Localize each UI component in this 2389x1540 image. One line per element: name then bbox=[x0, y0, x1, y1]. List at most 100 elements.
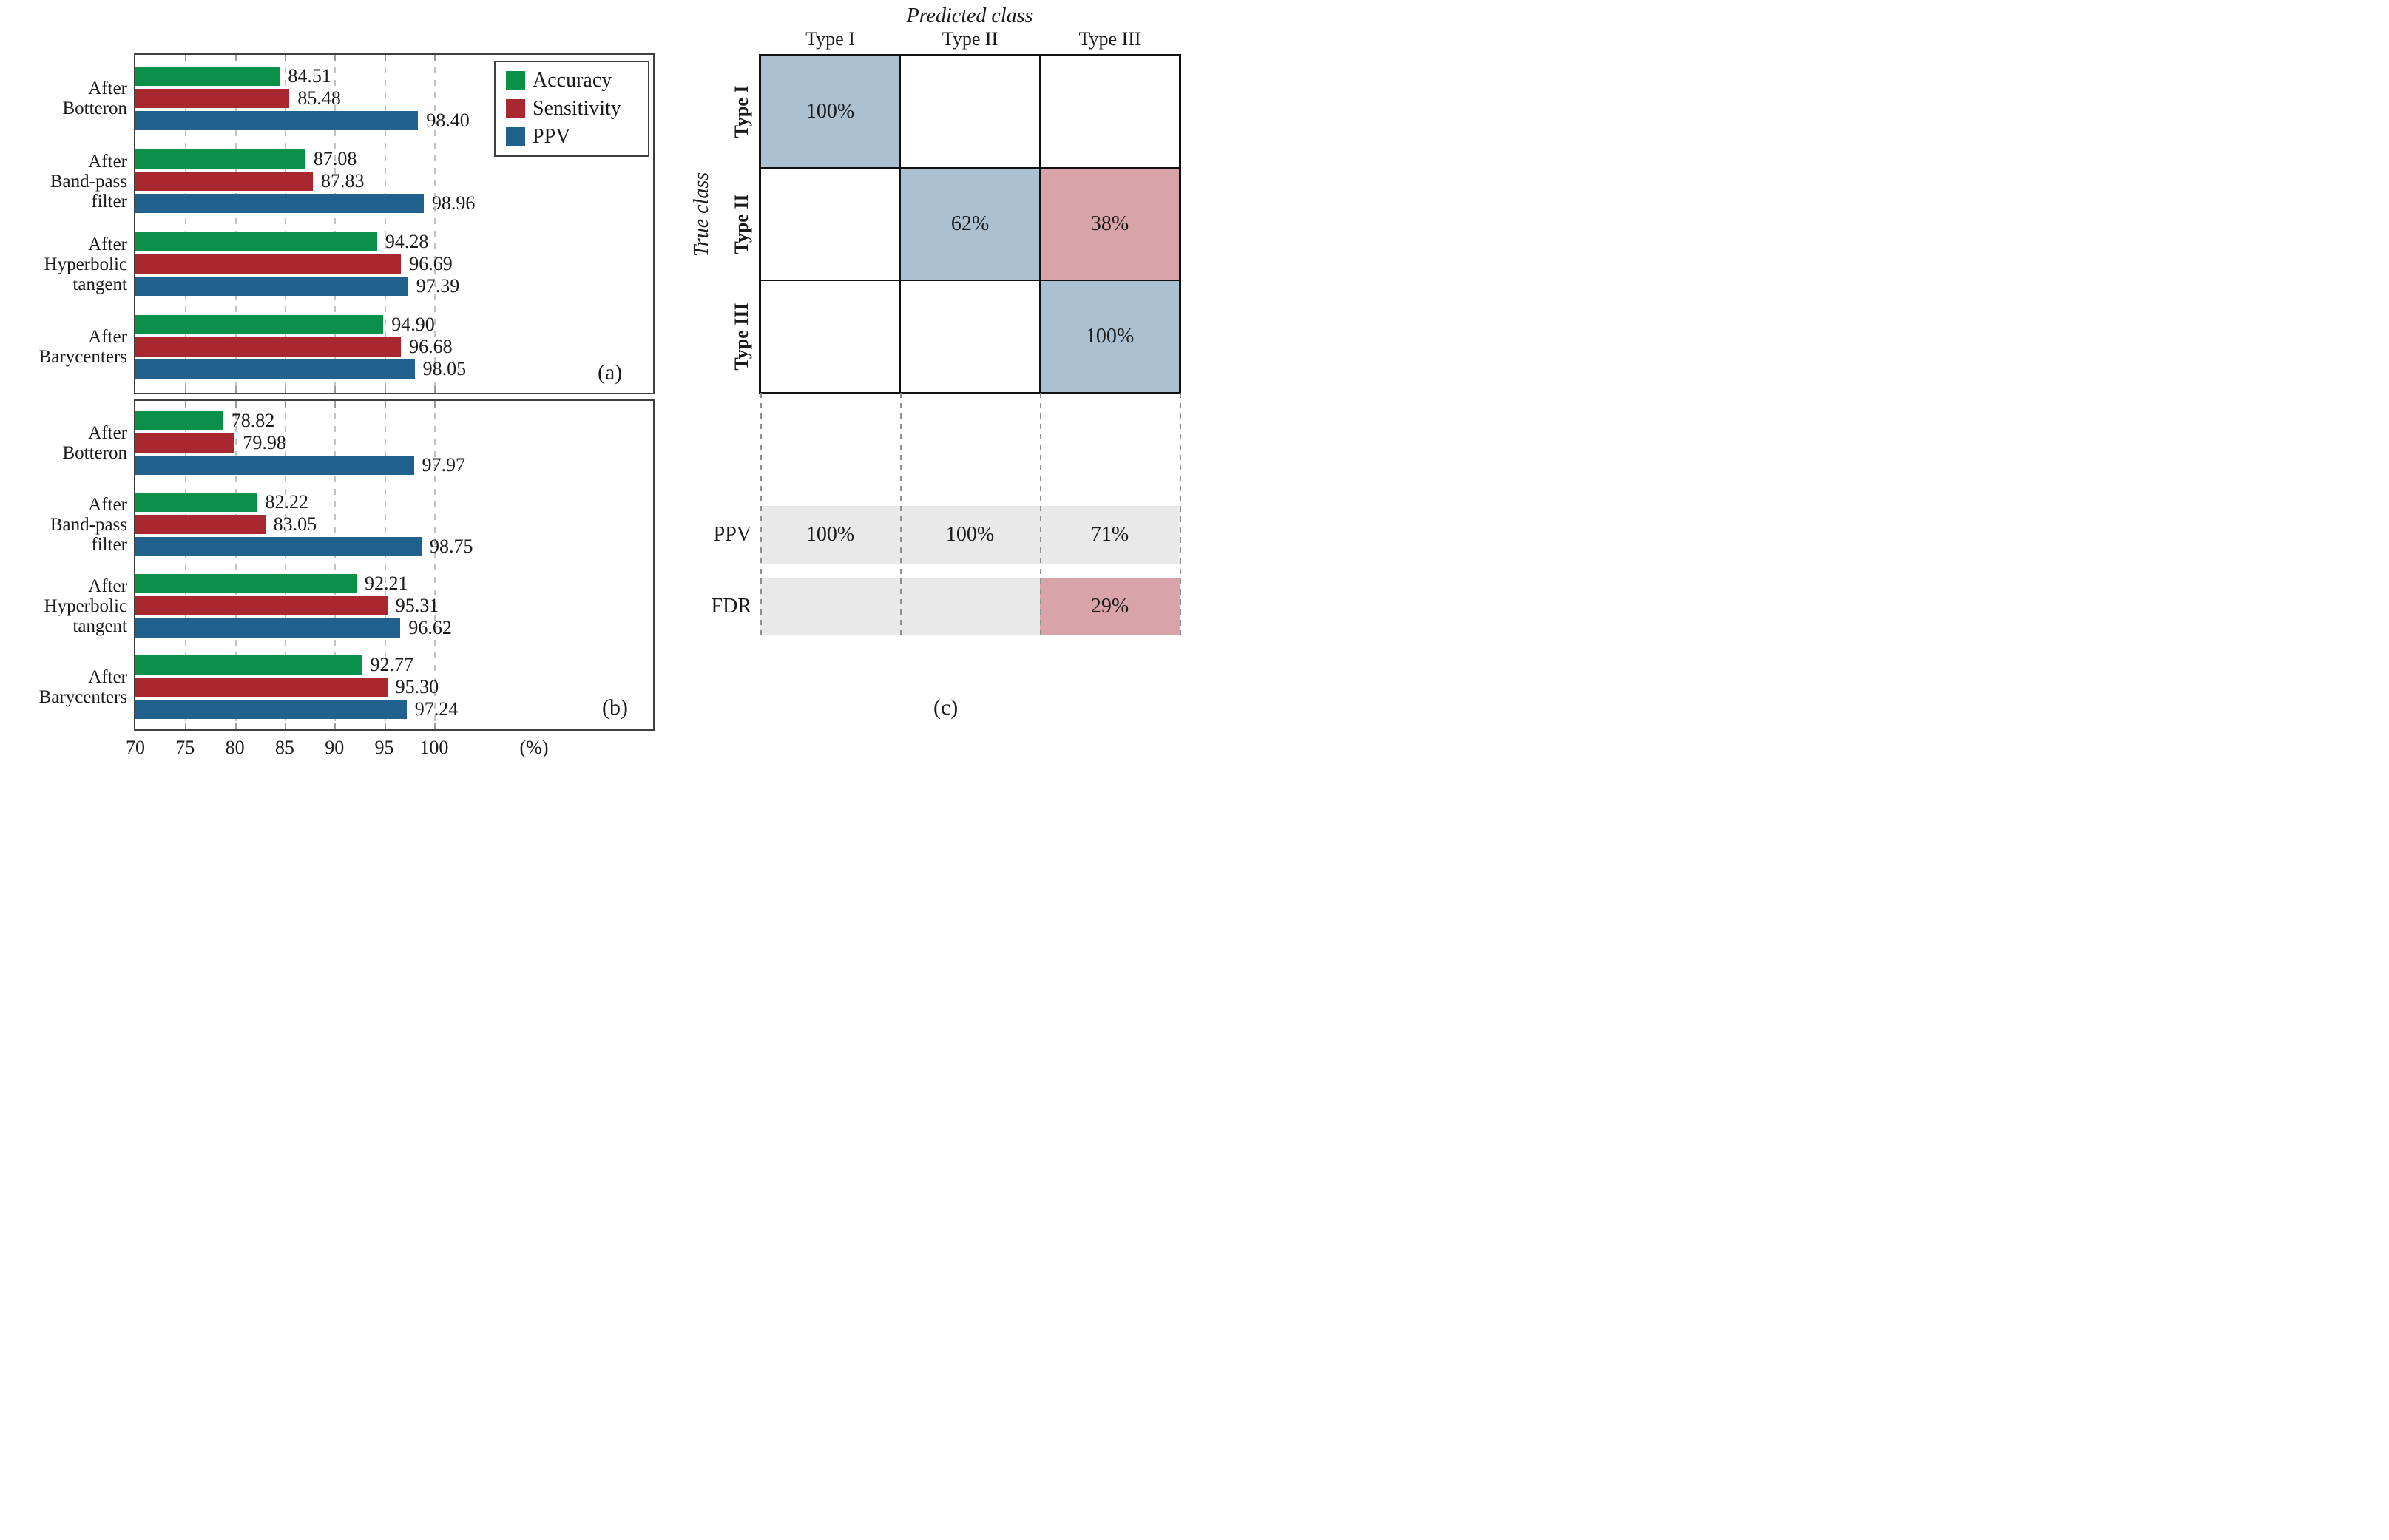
tick-bottom-75 bbox=[185, 386, 187, 393]
tick-top-75 bbox=[185, 55, 187, 61]
legend-entry-sensitivity: Sensitivity bbox=[496, 97, 648, 120]
bar-ppv bbox=[135, 537, 422, 556]
legend-label: PPV bbox=[533, 125, 571, 148]
matrix-col-header: Type III bbox=[1078, 28, 1141, 50]
ppv-value: 71% bbox=[1090, 523, 1129, 546]
matrix-dashed-guide-overlay bbox=[900, 578, 902, 635]
bar-value-label: 87.08 bbox=[313, 148, 357, 169]
bar-sensitivity bbox=[135, 172, 314, 191]
bar-sensitivity bbox=[135, 515, 266, 534]
category-label-line: After bbox=[88, 423, 127, 443]
sensitivity-swatch-icon bbox=[506, 99, 525, 118]
gridline-100 bbox=[433, 401, 436, 729]
category-label-line: After bbox=[88, 234, 127, 254]
tick-bottom-95 bbox=[384, 386, 386, 393]
category-label-line: filter bbox=[91, 534, 127, 555]
bar-value-label: 97.39 bbox=[416, 275, 460, 297]
x-tick-label: 90 bbox=[325, 737, 345, 758]
tick-top-95 bbox=[384, 401, 386, 408]
legend-label: Sensitivity bbox=[533, 97, 621, 120]
legend-entry-ppv: PPV bbox=[496, 125, 648, 148]
category-label-line: Botteron bbox=[62, 443, 128, 463]
gridline-95 bbox=[384, 55, 386, 393]
chart-b-panel bbox=[134, 399, 655, 731]
category-label: After Barycenters bbox=[7, 667, 127, 707]
bar-sensitivity bbox=[135, 337, 402, 357]
bar-value-label: 96.69 bbox=[409, 253, 453, 274]
gridline-75 bbox=[185, 401, 187, 729]
bar-sensitivity bbox=[135, 678, 388, 697]
bar-value-label: 79.98 bbox=[243, 432, 286, 453]
matrix-dashed-guide-overlay bbox=[1180, 506, 1181, 564]
ppv-cell bbox=[900, 506, 1040, 564]
bar-accuracy bbox=[135, 411, 223, 430]
category-label-line: filter bbox=[91, 191, 127, 212]
gridline-95 bbox=[384, 401, 386, 729]
bar-ppv bbox=[135, 700, 407, 719]
bar-sensitivity bbox=[135, 89, 290, 108]
true-class-title: True class bbox=[690, 172, 713, 257]
panel-label-c: (c) bbox=[933, 695, 959, 720]
gridline-100 bbox=[433, 55, 436, 393]
tick-top-85 bbox=[284, 401, 286, 408]
fdr-row-label: FDR bbox=[711, 595, 751, 618]
bar-sensitivity bbox=[135, 433, 235, 453]
category-label-line: Hyperbolic bbox=[44, 254, 127, 274]
bar-ppv bbox=[135, 277, 408, 296]
matrix-cell bbox=[900, 280, 1040, 393]
bar-ppv bbox=[135, 618, 401, 638]
matrix-cell bbox=[760, 280, 900, 393]
fdr-cell bbox=[900, 578, 1040, 635]
category-label: After Band-pass filter bbox=[7, 495, 127, 555]
bar-accuracy bbox=[135, 149, 305, 169]
ppv-value: 100% bbox=[805, 523, 855, 546]
bar-accuracy bbox=[135, 493, 257, 512]
bar-value-label: 92.21 bbox=[364, 573, 408, 594]
matrix-cell bbox=[900, 55, 1040, 168]
bar-value-label: 96.68 bbox=[409, 336, 453, 357]
category-label-line: tangent bbox=[72, 615, 127, 636]
category-label: After Botteron bbox=[7, 423, 128, 463]
legend-entry-accuracy: Accuracy bbox=[496, 70, 648, 91]
category-label-line: Barycenters bbox=[38, 347, 127, 367]
matrix-cell bbox=[760, 168, 900, 280]
category-label-line: After bbox=[88, 327, 127, 347]
bar-ppv bbox=[135, 194, 424, 213]
tick-top-75 bbox=[185, 401, 187, 408]
category-label-line: Hyperbolic bbox=[44, 595, 127, 616]
category-label: After Hyperbolic tangent bbox=[7, 234, 127, 294]
ppv-swatch-icon bbox=[506, 127, 525, 146]
bar-sensitivity bbox=[135, 254, 402, 274]
matrix-dashed-guide-overlay bbox=[760, 506, 762, 564]
tick-bottom-95 bbox=[384, 723, 386, 729]
x-axis-unit-label: (%) bbox=[519, 737, 549, 758]
x-tick-label: 100 bbox=[419, 737, 449, 758]
tick-top-100 bbox=[433, 401, 436, 408]
matrix-dashed-guide-overlay bbox=[900, 506, 902, 564]
figure-root: Accuracy Sensitivity PPV (a) (b) (c) Predi… bbox=[0, 0, 1194, 770]
ppv-cell bbox=[760, 506, 900, 564]
gridline-90 bbox=[334, 55, 337, 393]
matrix-row-header: Type II bbox=[731, 194, 752, 254]
tick-top-100 bbox=[433, 55, 436, 61]
category-label: After Barycenters bbox=[7, 327, 127, 367]
tick-bottom-75 bbox=[185, 723, 187, 729]
matrix-col-header: Type II bbox=[942, 28, 998, 50]
tick-bottom-100 bbox=[433, 723, 436, 729]
bar-value-label: 84.51 bbox=[288, 65, 331, 87]
category-label-line: After bbox=[88, 494, 127, 515]
gridline-85 bbox=[284, 401, 286, 729]
tick-top-80 bbox=[234, 401, 237, 408]
bar-value-label: 92.77 bbox=[370, 654, 414, 675]
category-label-line: Band-pass bbox=[50, 171, 127, 192]
bar-value-label: 98.75 bbox=[430, 536, 473, 557]
bar-value-label: 98.05 bbox=[422, 358, 467, 379]
bar-value-label: 85.48 bbox=[297, 87, 341, 109]
bar-value-label: 95.30 bbox=[395, 676, 439, 698]
gridline-75 bbox=[185, 55, 187, 393]
bar-accuracy bbox=[135, 67, 280, 86]
bar-value-label: 97.97 bbox=[422, 454, 466, 476]
matrix-col-header: Type I bbox=[805, 28, 855, 50]
matrix-dashed-guide-overlay bbox=[1180, 578, 1181, 635]
category-label-line: After bbox=[88, 151, 127, 172]
